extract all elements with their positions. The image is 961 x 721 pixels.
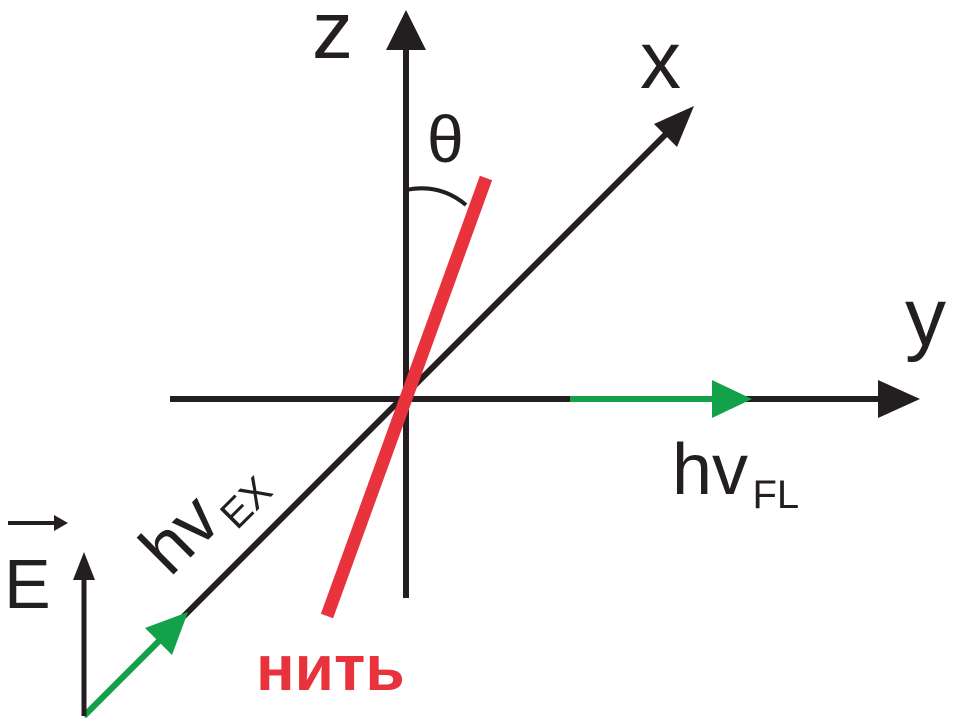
y-axis-label: y bbox=[905, 272, 946, 363]
fluorescence-arrowhead bbox=[712, 380, 752, 418]
field-vector-overline-arrowhead bbox=[54, 515, 68, 531]
fluorescence-label: hv FL bbox=[672, 430, 799, 517]
filament-label: нить bbox=[256, 632, 405, 704]
y-axis-arrowhead bbox=[878, 380, 920, 418]
field-vector-label: E bbox=[4, 545, 51, 623]
field-vector-arrowhead bbox=[73, 552, 95, 580]
fluorescence-label-base: hv bbox=[672, 430, 748, 510]
excitation-label: hv EX bbox=[125, 438, 281, 594]
excitation-arrow-line bbox=[81, 635, 165, 719]
z-axis-arrowhead bbox=[386, 10, 426, 50]
filament-line bbox=[320, 175, 493, 619]
theta-arc bbox=[405, 186, 468, 207]
fluorescence-label-sub: FL bbox=[753, 473, 800, 517]
excitation-label-base: hv bbox=[125, 479, 235, 589]
theta-label: θ bbox=[427, 102, 464, 176]
x-axis-arrowhead bbox=[654, 106, 694, 147]
excitation-arrowhead bbox=[145, 612, 188, 655]
z-axis-label: z bbox=[312, 0, 353, 76]
x-axis-label: x bbox=[640, 15, 681, 106]
